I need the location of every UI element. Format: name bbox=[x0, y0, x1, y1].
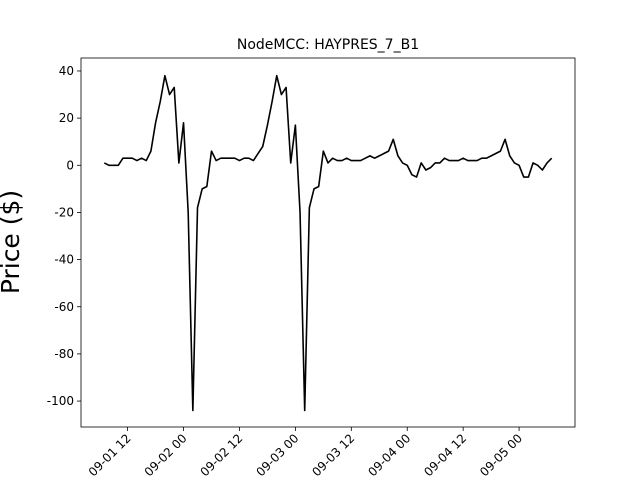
y-tick-label: -40 bbox=[54, 253, 74, 267]
x-tick-label: 09-04 12 bbox=[421, 431, 469, 479]
y-tick-label: -80 bbox=[54, 347, 74, 361]
y-tick-label: 0 bbox=[66, 158, 74, 172]
x-tick-label: 09-02 00 bbox=[142, 431, 190, 479]
line-series bbox=[103, 74, 553, 412]
x-tick-label: 09-03 00 bbox=[253, 431, 301, 479]
y-tick-label: 20 bbox=[59, 111, 74, 125]
y-tick-label: -60 bbox=[54, 300, 74, 314]
y-axis-label: Price ($) bbox=[0, 190, 25, 294]
plot-frame bbox=[80, 57, 576, 428]
chart-title: NodeMCC: HAYPRES_7_B1 bbox=[237, 37, 419, 53]
x-tick-label: 09-03 12 bbox=[309, 431, 357, 479]
y-tick-label: 40 bbox=[59, 64, 74, 78]
x-tick-label: 09-01 12 bbox=[86, 431, 134, 479]
x-tick-label: 09-04 00 bbox=[365, 431, 413, 479]
x-tick-label: 09-02 12 bbox=[198, 431, 246, 479]
y-tick-label: -100 bbox=[47, 394, 74, 408]
x-tick-label: 09-05 00 bbox=[477, 431, 525, 479]
y-tick-label: -20 bbox=[54, 205, 74, 219]
